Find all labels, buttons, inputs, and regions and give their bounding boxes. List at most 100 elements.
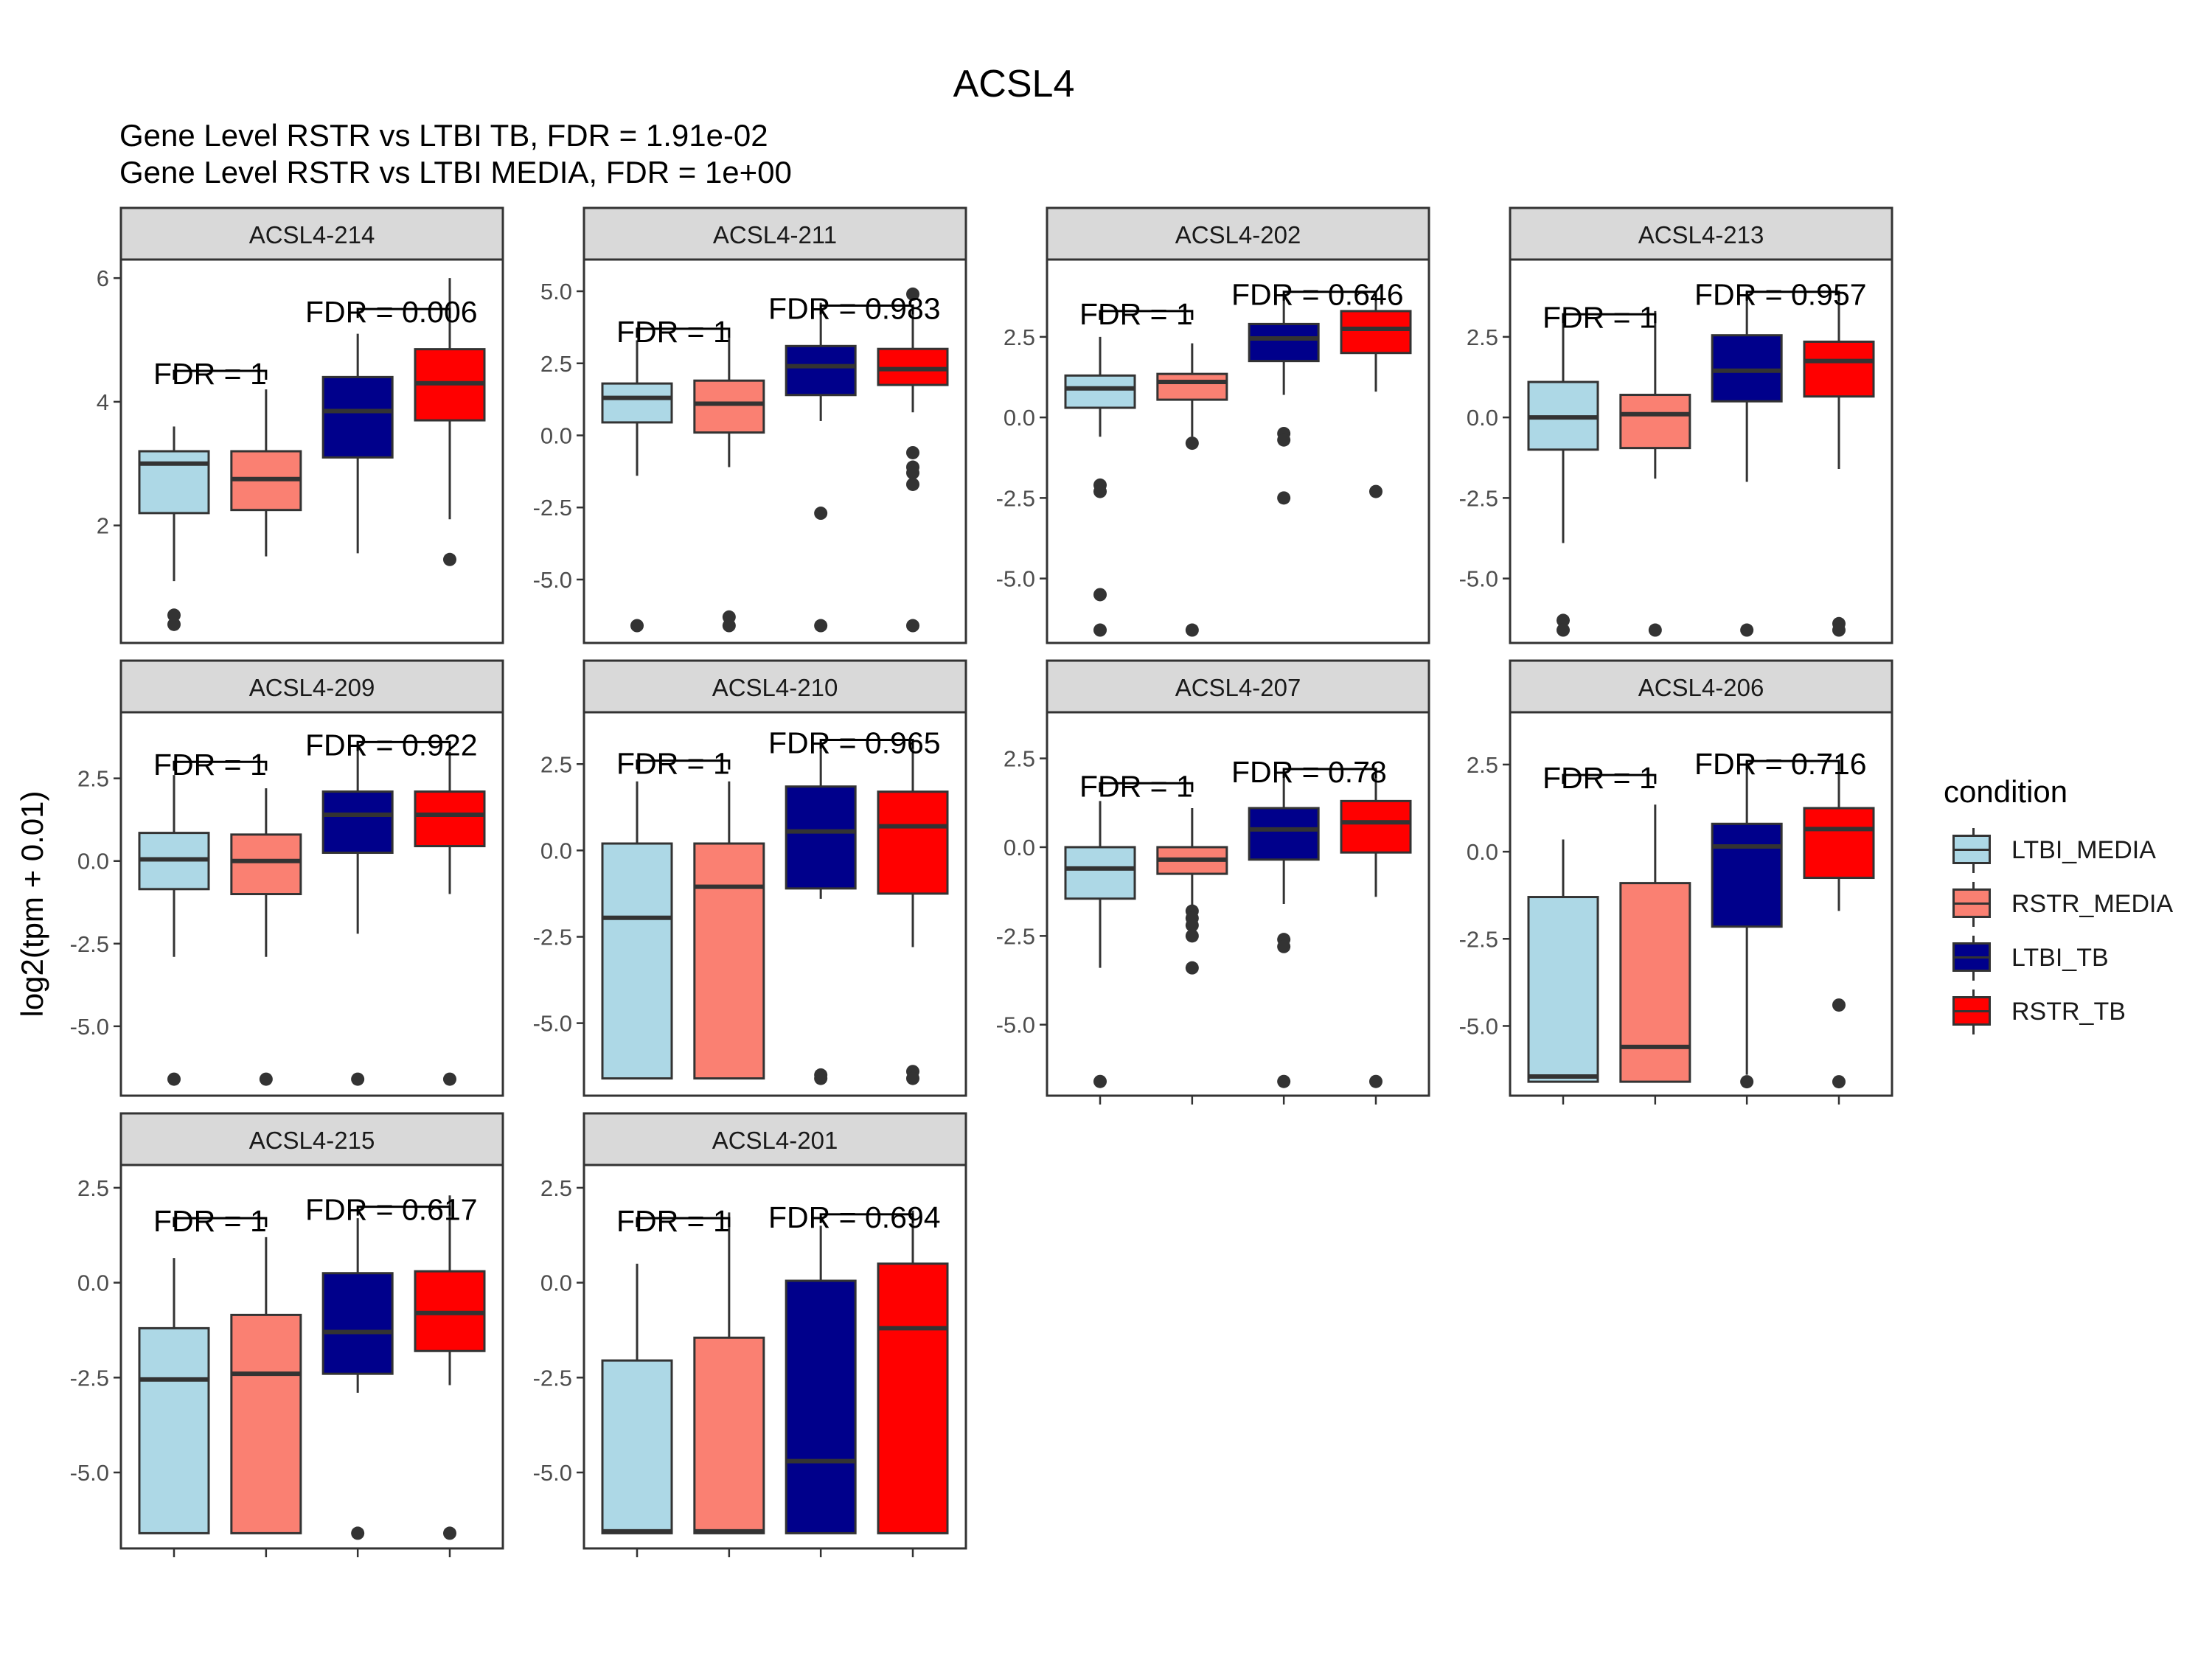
box-ltbi-media	[1064, 801, 1136, 1088]
panel-border	[582, 1164, 967, 1550]
box-ltbi-media	[601, 340, 673, 633]
outlier-point	[351, 1072, 365, 1086]
y-tick-label: 2	[97, 513, 109, 539]
outlier-point	[167, 608, 181, 622]
significance-bracket	[173, 760, 268, 771]
outlier-point	[1185, 929, 1199, 943]
box-rstr-tb	[414, 751, 486, 1086]
y-tick-label: 0.0	[1004, 405, 1035, 431]
legend-item-ltbi-tb: LTBI_TB	[1952, 936, 2203, 981]
outlier-point	[259, 1072, 273, 1086]
outlier-point	[905, 466, 919, 480]
box-rstr-tb	[1340, 295, 1412, 498]
box-iqr	[1156, 372, 1228, 401]
y-tick-label: -2.5	[70, 1365, 109, 1391]
outlier-point	[722, 619, 736, 633]
box-iqr	[321, 1272, 394, 1375]
fdr-label: FDR = 0.965	[768, 726, 941, 759]
box-iqr	[1711, 334, 1783, 403]
significance-bracket	[1562, 313, 1657, 324]
box-iqr	[693, 379, 765, 434]
box-iqr	[601, 842, 673, 1080]
outlier-point	[1832, 623, 1846, 637]
box-ltbi-tb	[1711, 291, 1783, 637]
panel-border	[1046, 258, 1430, 644]
fdr-label: FDR = 0.694	[768, 1200, 941, 1234]
facet-panel-acsl4-213: ACSL4-213 -5.0 -2.5 0.0 2.5 FDR = 1 FDR = 0.95…	[1459, 206, 1893, 644]
fdr-label: FDR = 0.646	[1231, 278, 1404, 312]
significance-bracket	[636, 327, 731, 338]
panel-border	[119, 258, 504, 644]
outlier-point	[1277, 939, 1291, 953]
significance-bracket	[173, 369, 268, 380]
box-iqr	[785, 1279, 857, 1534]
facet-panel-acsl4-206: ACSL4-206 -5.0 -2.5 0.0 2.5 FDR = 1 FDR = 0.71…	[1459, 659, 1893, 1105]
outlier-point	[814, 1071, 828, 1085]
facet-strip-label: ACSL4-209	[249, 674, 375, 701]
facet-panel-acsl4-215: ACSL4-215 -5.0 -2.5 0.0 2.5 FDR = 1 FDR = 0.61…	[70, 1112, 504, 1557]
box-ltbi-media	[138, 775, 210, 1086]
outlier-point	[1093, 484, 1107, 498]
legend-key-ltbi-media	[1952, 828, 1991, 873]
significance-bracket	[819, 305, 914, 315]
y-tick-label: -5.0	[70, 1014, 109, 1040]
facet-panel-acsl4-202: ACSL4-202 -5.0 -2.5 0.0 2.5 FDR = 1 FDR = 0.64…	[996, 206, 1430, 644]
box-iqr	[785, 344, 857, 397]
outlier-point	[1740, 1075, 1754, 1089]
box-ltbi-tb	[785, 302, 857, 633]
box-rstr-tb	[1803, 761, 1875, 1089]
box-rstr-media	[1619, 310, 1691, 637]
y-tick-label: 2.5	[77, 1175, 109, 1201]
box-iqr	[693, 1336, 765, 1534]
legend-label: RSTR_MEDIA	[2011, 890, 2174, 918]
significance-bracket	[1282, 291, 1377, 301]
y-tick-label: 0.0	[1004, 835, 1035, 860]
significance-bracket	[1282, 768, 1377, 779]
y-tick-label: -2.5	[70, 931, 109, 957]
y-tick-label: 2.5	[1004, 324, 1035, 350]
y-tick-label: -5.0	[996, 1012, 1035, 1038]
facet-strip	[1509, 659, 1893, 714]
box-iqr	[1340, 799, 1412, 854]
y-tick-label: 0.0	[540, 422, 572, 448]
facet-strip	[582, 1112, 967, 1166]
outlier-point	[167, 617, 181, 631]
box-ltbi-tb	[1711, 761, 1783, 1089]
box-ltbi-tb	[785, 1225, 857, 1534]
outlier-point	[905, 477, 919, 491]
fdr-label: FDR = 1	[616, 747, 730, 781]
outlier-point	[905, 445, 919, 459]
box-ltbi-media	[138, 426, 210, 631]
y-tick-label: -5.0	[996, 566, 1035, 592]
fdr-label: FDR = 0.957	[1694, 278, 1867, 312]
fdr-label: FDR = 0.78	[1231, 755, 1387, 789]
outlier-point	[905, 287, 919, 301]
panel-border	[1509, 711, 1893, 1097]
box-iqr	[1619, 394, 1691, 450]
y-tick-label: 2.5	[540, 351, 572, 377]
significance-bracket	[356, 307, 451, 319]
facet-strip	[119, 1112, 504, 1166]
outlier-point	[905, 619, 919, 633]
y-tick-label: -5.0	[533, 1460, 572, 1486]
significance-bracket	[636, 1217, 731, 1228]
facet-strip	[1046, 659, 1430, 714]
chart-title: ACSL4	[953, 63, 1075, 105]
facet-panel-acsl4-201: ACSL4-201 -5.0 -2.5 0.0 2.5 FDR = 1 FDR = 0.69…	[533, 1112, 967, 1557]
y-tick-label: 0.0	[1467, 405, 1498, 431]
significance-bracket	[1099, 310, 1194, 320]
y-tick-label: -2.5	[996, 923, 1035, 949]
box-iqr	[1064, 374, 1136, 409]
legend-title: condition	[1944, 774, 2068, 809]
y-tick-label: 2.5	[1467, 324, 1498, 350]
box-iqr	[1340, 310, 1412, 355]
y-tick-label: 0.0	[540, 1270, 572, 1296]
y-tick-label: 2.5	[77, 766, 109, 792]
facet-strip	[1509, 206, 1893, 261]
panel-background	[121, 712, 503, 1096]
fdr-label: FDR = 1	[616, 1204, 730, 1238]
outlier-point	[630, 619, 644, 633]
box-ltbi-tb	[321, 333, 394, 554]
